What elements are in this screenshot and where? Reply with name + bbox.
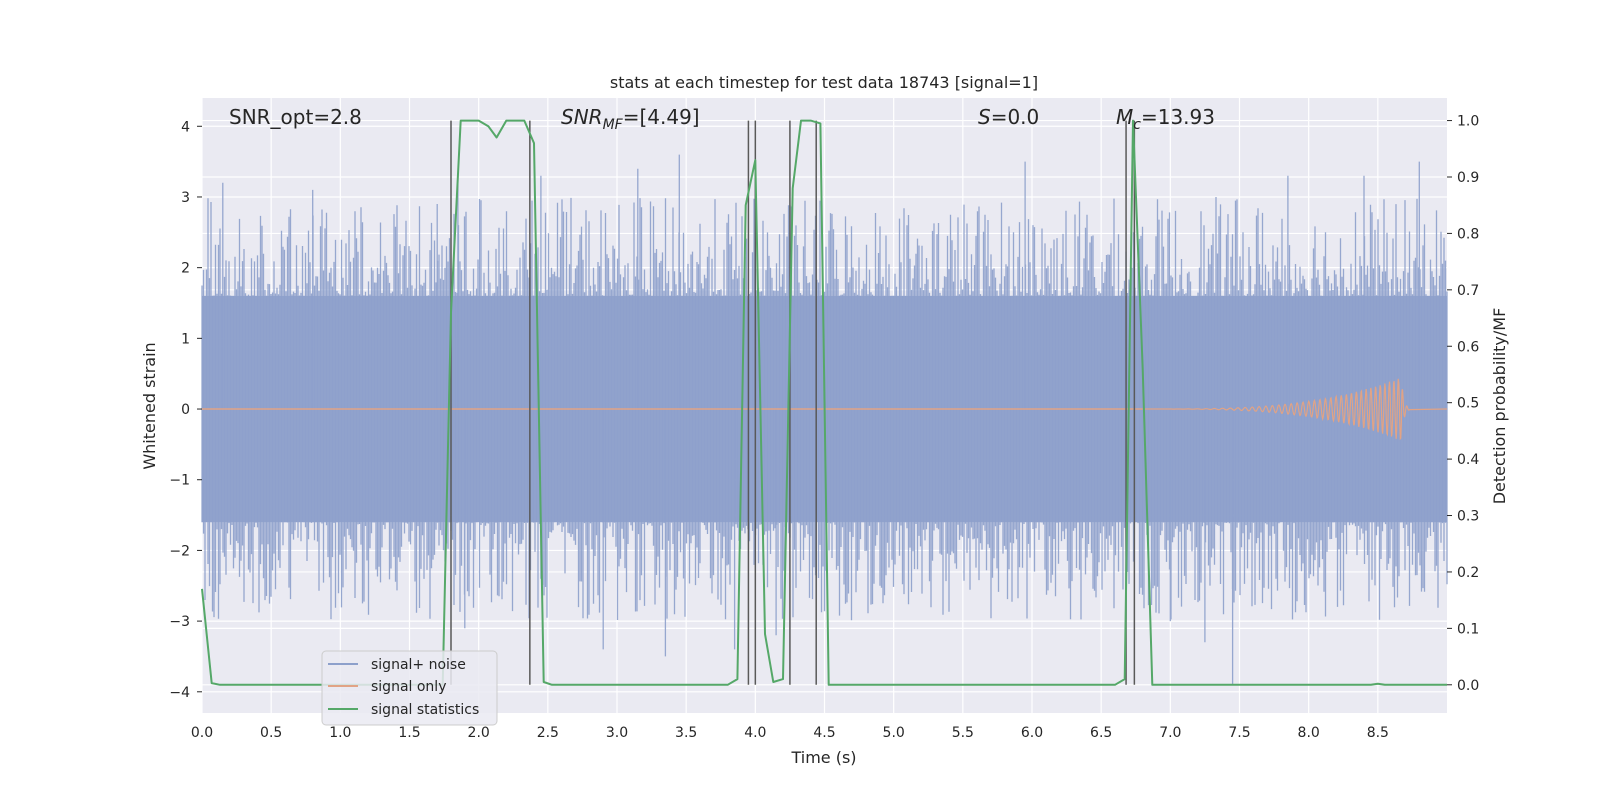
y-left-tick-label: −4	[169, 685, 190, 701]
x-tick-label: 4.5	[813, 725, 835, 741]
annotation-mc-value: =13.93	[1141, 105, 1215, 129]
y-right-tick-label: 0.1	[1457, 621, 1479, 637]
vertical-markers	[450, 120, 1136, 685]
annotation-s-sym: S	[978, 105, 991, 129]
y-right-tick-label: 0.6	[1457, 339, 1479, 355]
signal-statistics-line	[201, 119, 1447, 686]
x-tick-label: 7.0	[1159, 725, 1181, 741]
y-right-tick-label: 0.9	[1457, 170, 1479, 186]
annotation-s-value: =0.0	[991, 105, 1040, 129]
x-axis-ticks: 0.0 0.5 1.0 1.5 2.0 2.5 3.0 3.5 4.0 4.5 5.0 5.5 6.0 6…	[191, 725, 1389, 741]
x-tick-label: 7.5	[1228, 725, 1250, 741]
y-left-tick-label: 0	[181, 402, 190, 418]
y-left-tick-label: 1	[181, 331, 190, 347]
x-tick-label: 8.0	[1298, 725, 1320, 741]
y-left-tick-label: 3	[181, 190, 190, 206]
x-tick-label: 2.5	[537, 725, 559, 741]
y-right-tick-label: 0.7	[1457, 283, 1479, 299]
legend: signal+ noise signal only signal statist…	[321, 650, 498, 726]
y-left-tick-label: −2	[169, 543, 190, 559]
annotation-mc-sym: M	[1116, 105, 1133, 129]
annotation-snr-opt: SNR_opt=2.8	[229, 105, 362, 129]
signal-only-series	[202, 378, 1448, 441]
y-right-tick-label: 0.5	[1457, 396, 1479, 412]
legend-label-signal: signal only	[371, 679, 446, 695]
x-tick-label: 3.0	[606, 725, 628, 741]
y-right-tick-label: 0.3	[1457, 509, 1479, 525]
annotation-mc-sub: c	[1133, 117, 1141, 133]
y-right-axis-label: Detection probability/MF	[1490, 308, 1509, 505]
x-tick-label: 3.5	[675, 725, 697, 741]
x-tick-label: 1.0	[329, 725, 351, 741]
y-left-tick-label: −1	[169, 473, 190, 489]
x-tick-label: 2.0	[468, 725, 490, 741]
x-tick-label: 8.5	[1367, 725, 1389, 741]
y-right-tick-label: 0.8	[1457, 226, 1479, 242]
y-left-axis-ticks: 4 3 2 1 0 −1 −2 −3 −4	[169, 119, 202, 701]
x-tick-label: 5.5	[952, 725, 974, 741]
annotation-mc: Mc=13.93	[1116, 105, 1215, 133]
legend-label-noise: signal+ noise	[371, 657, 466, 673]
y-right-tick-label: 1.0	[1457, 114, 1479, 130]
y-right-axis-ticks: 1.0 0.9 0.8 0.7 0.6 0.5 0.4 0.3 0.2 0.1 0.0	[1447, 114, 1479, 694]
chart-title: stats at each timestep for test data 187…	[610, 73, 1038, 92]
signal-only-chirp	[1142, 378, 1448, 441]
y-left-tick-label: −3	[169, 614, 190, 630]
x-tick-label: 0.0	[191, 725, 213, 741]
annotation-snr-mf: SNRMF=[4.49]	[561, 105, 700, 133]
x-axis-label: Time (s)	[790, 748, 856, 767]
y-left-axis-label: Whitened strain	[140, 342, 159, 469]
annotation-snr-mf-base: SNR	[561, 105, 603, 129]
annotation-snr-mf-sub: MF	[603, 117, 624, 133]
y-left-tick-label: 2	[181, 261, 190, 277]
signal-statistics-series	[201, 119, 1447, 686]
x-tick-label: 6.0	[1021, 725, 1043, 741]
annotations: SNR_opt=2.8 SNRMF=[4.49] S=0.0 Mc=13.93	[229, 105, 1215, 133]
x-tick-label: 6.5	[1090, 725, 1112, 741]
x-tick-label: 1.5	[398, 725, 420, 741]
legend-box	[321, 650, 498, 726]
y-right-tick-label: 0.2	[1457, 565, 1479, 581]
legend-label-stats: signal statistics	[371, 702, 479, 718]
annotation-snr-mf-value: =[4.49]	[623, 105, 700, 129]
x-tick-label: 4.0	[744, 725, 766, 741]
y-right-tick-label: 0.4	[1457, 452, 1479, 468]
x-tick-label: 5.0	[883, 725, 905, 741]
x-tick-label: 0.5	[260, 725, 282, 741]
annotation-s: S=0.0	[978, 105, 1039, 129]
y-right-tick-label: 0.0	[1457, 678, 1479, 694]
y-left-tick-label: 4	[181, 119, 190, 135]
